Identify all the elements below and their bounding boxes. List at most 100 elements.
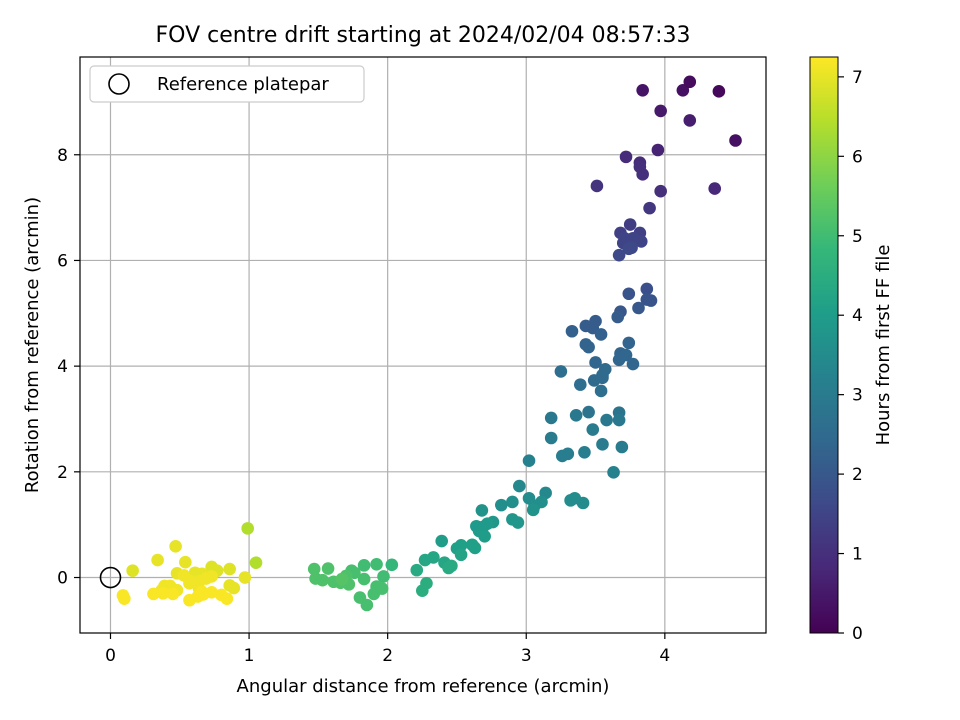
data-point — [612, 413, 626, 427]
data-point — [183, 577, 196, 590]
y-tick-label: 2 — [57, 463, 68, 483]
data-point — [654, 184, 667, 198]
y-tick-label: 6 — [57, 251, 68, 271]
data-point — [418, 553, 432, 567]
data-point — [435, 534, 449, 548]
data-point — [643, 201, 656, 215]
data-point — [223, 562, 236, 576]
data-point — [634, 235, 648, 248]
grid — [80, 57, 766, 633]
colorbar-tick-label: 4 — [852, 306, 863, 326]
data-point — [607, 466, 620, 479]
data-point — [676, 83, 690, 97]
data-point — [544, 411, 558, 425]
data-point — [626, 357, 640, 371]
data-point — [478, 529, 491, 543]
data-point — [495, 498, 508, 512]
data-point — [554, 365, 568, 378]
colorbar-label: Hours from first FF file — [873, 245, 894, 446]
data-point — [526, 503, 540, 517]
data-point — [442, 561, 455, 575]
reference-platepar-marker — [99, 566, 122, 589]
x-tick-label: 2 — [382, 646, 393, 666]
data-point — [147, 587, 160, 601]
data-point — [227, 581, 241, 595]
data-point — [712, 85, 726, 98]
data-point — [118, 592, 131, 605]
colorbar-tick-label: 0 — [852, 624, 863, 644]
data-point — [622, 287, 636, 301]
data-point — [454, 548, 468, 562]
data-point — [640, 282, 654, 296]
data-point — [238, 571, 252, 584]
data-point — [179, 555, 192, 569]
data-point — [615, 440, 629, 454]
data-point — [126, 564, 139, 577]
data-point — [729, 134, 742, 147]
axis-ticks: 0 1 2 3 4 0 2 4 6 8 — [57, 146, 670, 666]
colorbar-tick-label: 5 — [852, 227, 863, 247]
colorbar-tick-label: 6 — [852, 147, 863, 167]
data-point — [654, 104, 667, 118]
y-tick-label: 0 — [57, 569, 68, 589]
data-point — [612, 248, 626, 262]
data-point — [475, 504, 489, 517]
legend: Reference platepar — [89, 65, 365, 103]
colorbar-tick-label: 2 — [852, 465, 863, 485]
scatter-points — [99, 75, 742, 612]
colorbar-tick-label: 1 — [852, 545, 863, 565]
data-point — [594, 328, 608, 341]
data-point — [573, 378, 587, 391]
y-axis-label: Rotation from reference (arcmin) — [22, 197, 43, 493]
data-point — [590, 179, 604, 193]
y-tick-label: 8 — [57, 146, 68, 166]
legend-box — [89, 65, 365, 103]
x-tick-label: 0 — [105, 646, 116, 666]
data-point — [596, 438, 609, 451]
x-tick-label: 1 — [244, 646, 255, 666]
data-point — [565, 324, 579, 338]
data-point — [166, 587, 180, 601]
data-point — [612, 353, 626, 367]
data-point — [321, 562, 335, 575]
data-point — [468, 541, 482, 555]
data-point — [564, 494, 577, 507]
colorbar-tick-label: 3 — [852, 386, 863, 406]
data-point — [569, 408, 583, 422]
y-tick-label: 4 — [57, 357, 68, 377]
data-point — [511, 516, 525, 529]
legend-entry-label: Reference platepar — [157, 74, 329, 95]
legend-marker — [108, 73, 130, 95]
data-point — [410, 563, 424, 577]
colorbar-tick-label: 7 — [852, 68, 863, 88]
data-point — [594, 384, 608, 398]
data-point — [220, 592, 234, 605]
data-point — [156, 587, 170, 600]
data-point — [683, 75, 697, 89]
data-point — [582, 405, 595, 419]
data-point — [632, 301, 645, 315]
data-point — [708, 182, 722, 195]
x-tick-label: 3 — [521, 646, 532, 666]
data-point — [619, 150, 633, 164]
data-point — [360, 598, 374, 612]
data-point — [357, 559, 371, 572]
data-point — [506, 495, 519, 509]
data-point — [169, 540, 182, 553]
x-tick-label: 4 — [659, 646, 670, 666]
data-point — [183, 593, 196, 607]
data-point — [611, 310, 625, 324]
data-point — [357, 572, 371, 586]
data-point — [622, 336, 636, 350]
data-point — [307, 562, 321, 576]
data-point — [249, 556, 263, 570]
data-point — [622, 242, 636, 256]
data-point — [586, 423, 600, 436]
data-point — [151, 553, 164, 567]
data-point — [582, 340, 595, 354]
data-point — [335, 572, 349, 586]
data-point — [555, 449, 569, 463]
data-point — [636, 83, 649, 97]
axes-frame — [79, 56, 767, 634]
